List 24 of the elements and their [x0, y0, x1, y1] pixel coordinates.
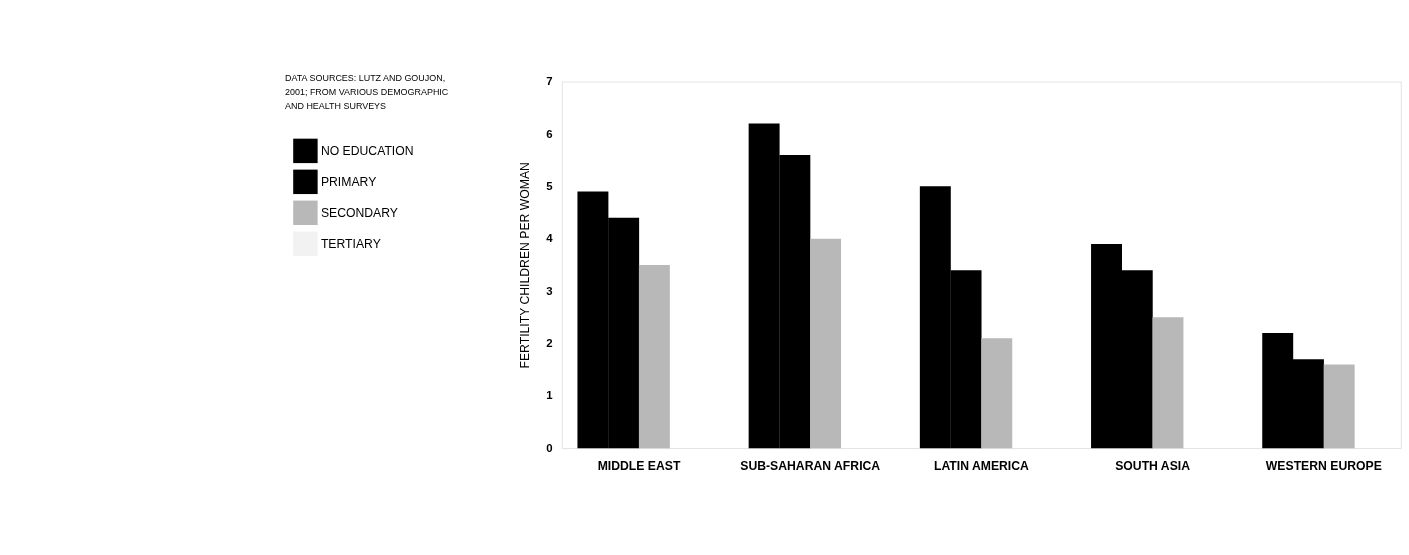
legend-label: TERTIARY — [320, 236, 381, 251]
x-tick-label: SOUTH ASIA — [1115, 458, 1191, 473]
y-axis-title: FERTILITY CHILDREN PER WOMAN — [518, 162, 533, 369]
y-tick-label: 0 — [546, 441, 553, 454]
text: DATA SOURCES: LUTZ AND GOUJON, 2001; FROM VARIOUS DEMOGRAPHIC AND HEALTH SURVEYS — [285, 72, 449, 111]
y-tick-label: 5 — [546, 180, 554, 193]
bar — [1323, 364, 1355, 449]
x-tick-label: WESTERN EUROPE — [1265, 458, 1382, 473]
y-tick-label: 7 — [546, 75, 553, 88]
legend-label: NO EDUCATION — [320, 143, 414, 158]
bar — [638, 264, 670, 449]
bar — [1152, 317, 1184, 449]
legend-label: PRIMARY — [320, 174, 377, 189]
y-tick-label: 6 — [546, 127, 553, 140]
legend-label: SECONDARY — [320, 205, 398, 220]
x-tick-label: SUB-SAHARAN AFRICA — [740, 458, 881, 473]
x-tick-label: LATIN AMERICA — [933, 458, 1030, 473]
y-tick-label: 4 — [546, 232, 554, 245]
bar — [981, 338, 1013, 449]
y-tick-label: 2 — [546, 337, 553, 350]
y-tick-label: 1 — [546, 389, 554, 402]
x-tick-label: MIDDLE EAST — [597, 458, 681, 473]
y-tick-label: 3 — [546, 284, 553, 297]
bar — [810, 238, 842, 449]
